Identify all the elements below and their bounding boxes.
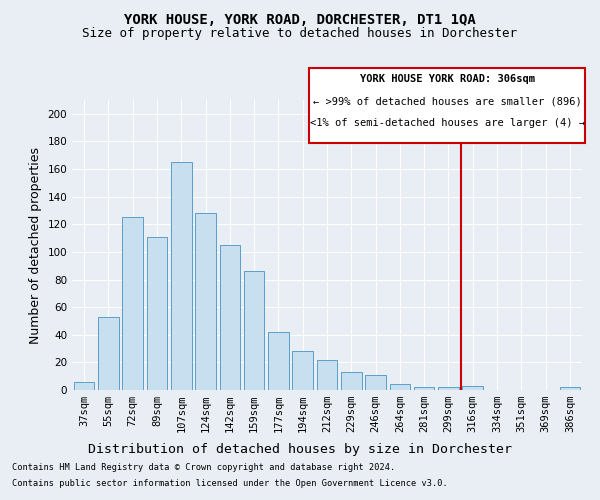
Bar (438, 387, 459, 390)
Bar (341, 372, 362, 390)
Y-axis label: Number of detached properties: Number of detached properties (29, 146, 42, 344)
Bar (122, 218, 143, 390)
Bar (195, 213, 216, 390)
Bar (220, 245, 240, 390)
Text: YORK HOUSE, YORK ROAD, DORCHESTER, DT1 1QA: YORK HOUSE, YORK ROAD, DORCHESTER, DT1 1… (124, 12, 476, 26)
Text: Size of property relative to detached houses in Dorchester: Size of property relative to detached ho… (83, 28, 517, 40)
Bar (389, 384, 410, 390)
Bar (268, 332, 289, 390)
Text: Contains public sector information licensed under the Open Government Licence v3: Contains public sector information licen… (12, 478, 448, 488)
Bar (146, 236, 167, 390)
Text: <1% of semi-detached houses are larger (4) →: <1% of semi-detached houses are larger (… (310, 118, 584, 128)
Bar (98, 317, 119, 390)
Text: YORK HOUSE YORK ROAD: 306sqm: YORK HOUSE YORK ROAD: 306sqm (359, 74, 535, 84)
Bar (74, 382, 94, 390)
Bar (317, 360, 337, 390)
Bar (414, 387, 434, 390)
Text: Distribution of detached houses by size in Dorchester: Distribution of detached houses by size … (88, 442, 512, 456)
Bar (292, 352, 313, 390)
Bar (463, 386, 483, 390)
Bar (560, 387, 580, 390)
Text: Contains HM Land Registry data © Crown copyright and database right 2024.: Contains HM Land Registry data © Crown c… (12, 464, 395, 472)
Bar (171, 162, 191, 390)
Bar (365, 375, 386, 390)
Bar (244, 271, 265, 390)
Text: ← >99% of detached houses are smaller (896): ← >99% of detached houses are smaller (8… (313, 96, 581, 106)
